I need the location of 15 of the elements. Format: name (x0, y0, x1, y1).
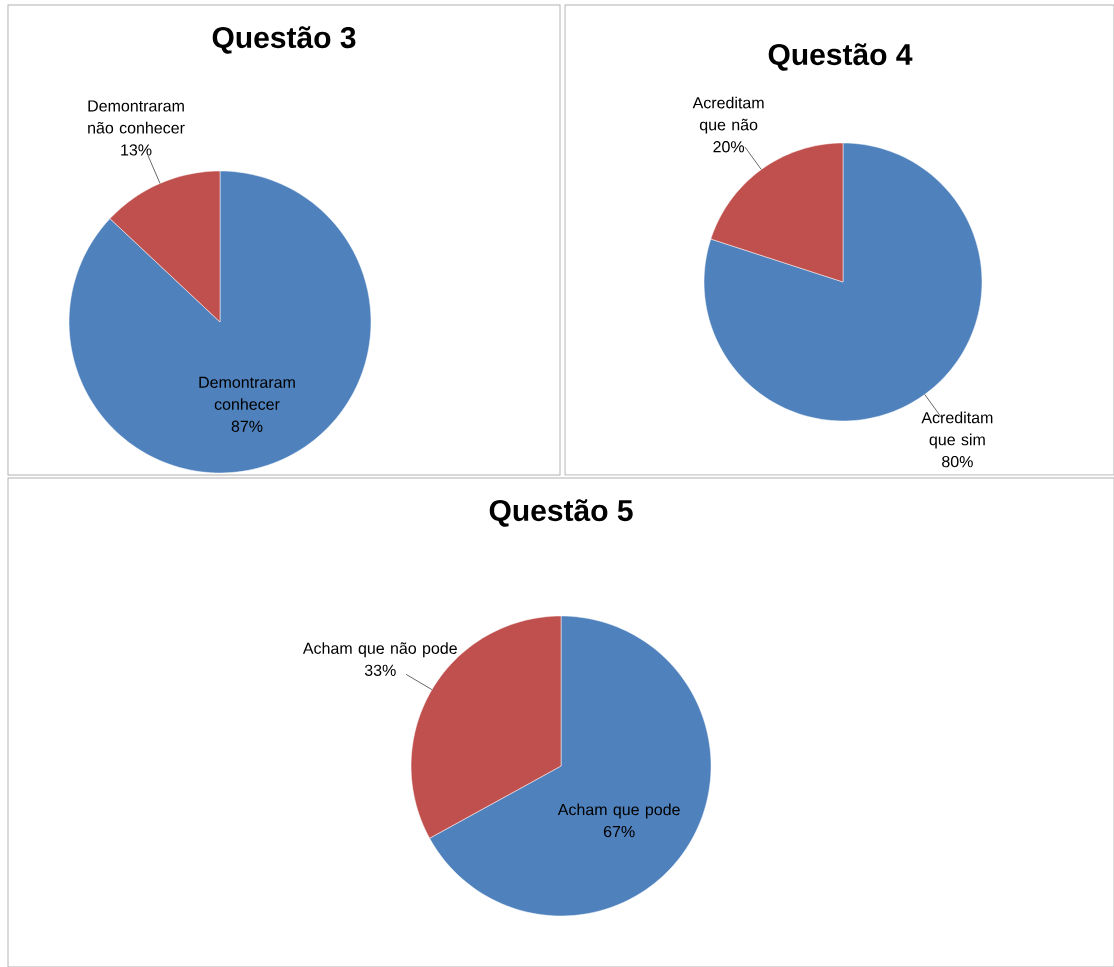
data-label: 13% (121, 144, 152, 156)
data-label: 67% (603, 825, 635, 838)
slice-label: Demontraram conhecer (199, 376, 295, 410)
chart-title: Questão 3 (212, 26, 356, 54)
chart-title: Questão 5 (489, 499, 633, 527)
data-label: 87% (231, 420, 263, 432)
chart-title: Questão 4 (768, 43, 913, 71)
slice-label: Acham que pode (557, 803, 680, 819)
slice-label: Acham que não pode (302, 642, 457, 658)
data-label: 20% (713, 141, 745, 153)
data-label: 80% (942, 455, 973, 468)
slice-label: Demontraram não conhecer (88, 100, 185, 134)
data-label: 33% (364, 664, 396, 676)
slice-label: Acreditam que não (692, 96, 764, 134)
slice-label: Acreditam que sim (921, 411, 993, 449)
